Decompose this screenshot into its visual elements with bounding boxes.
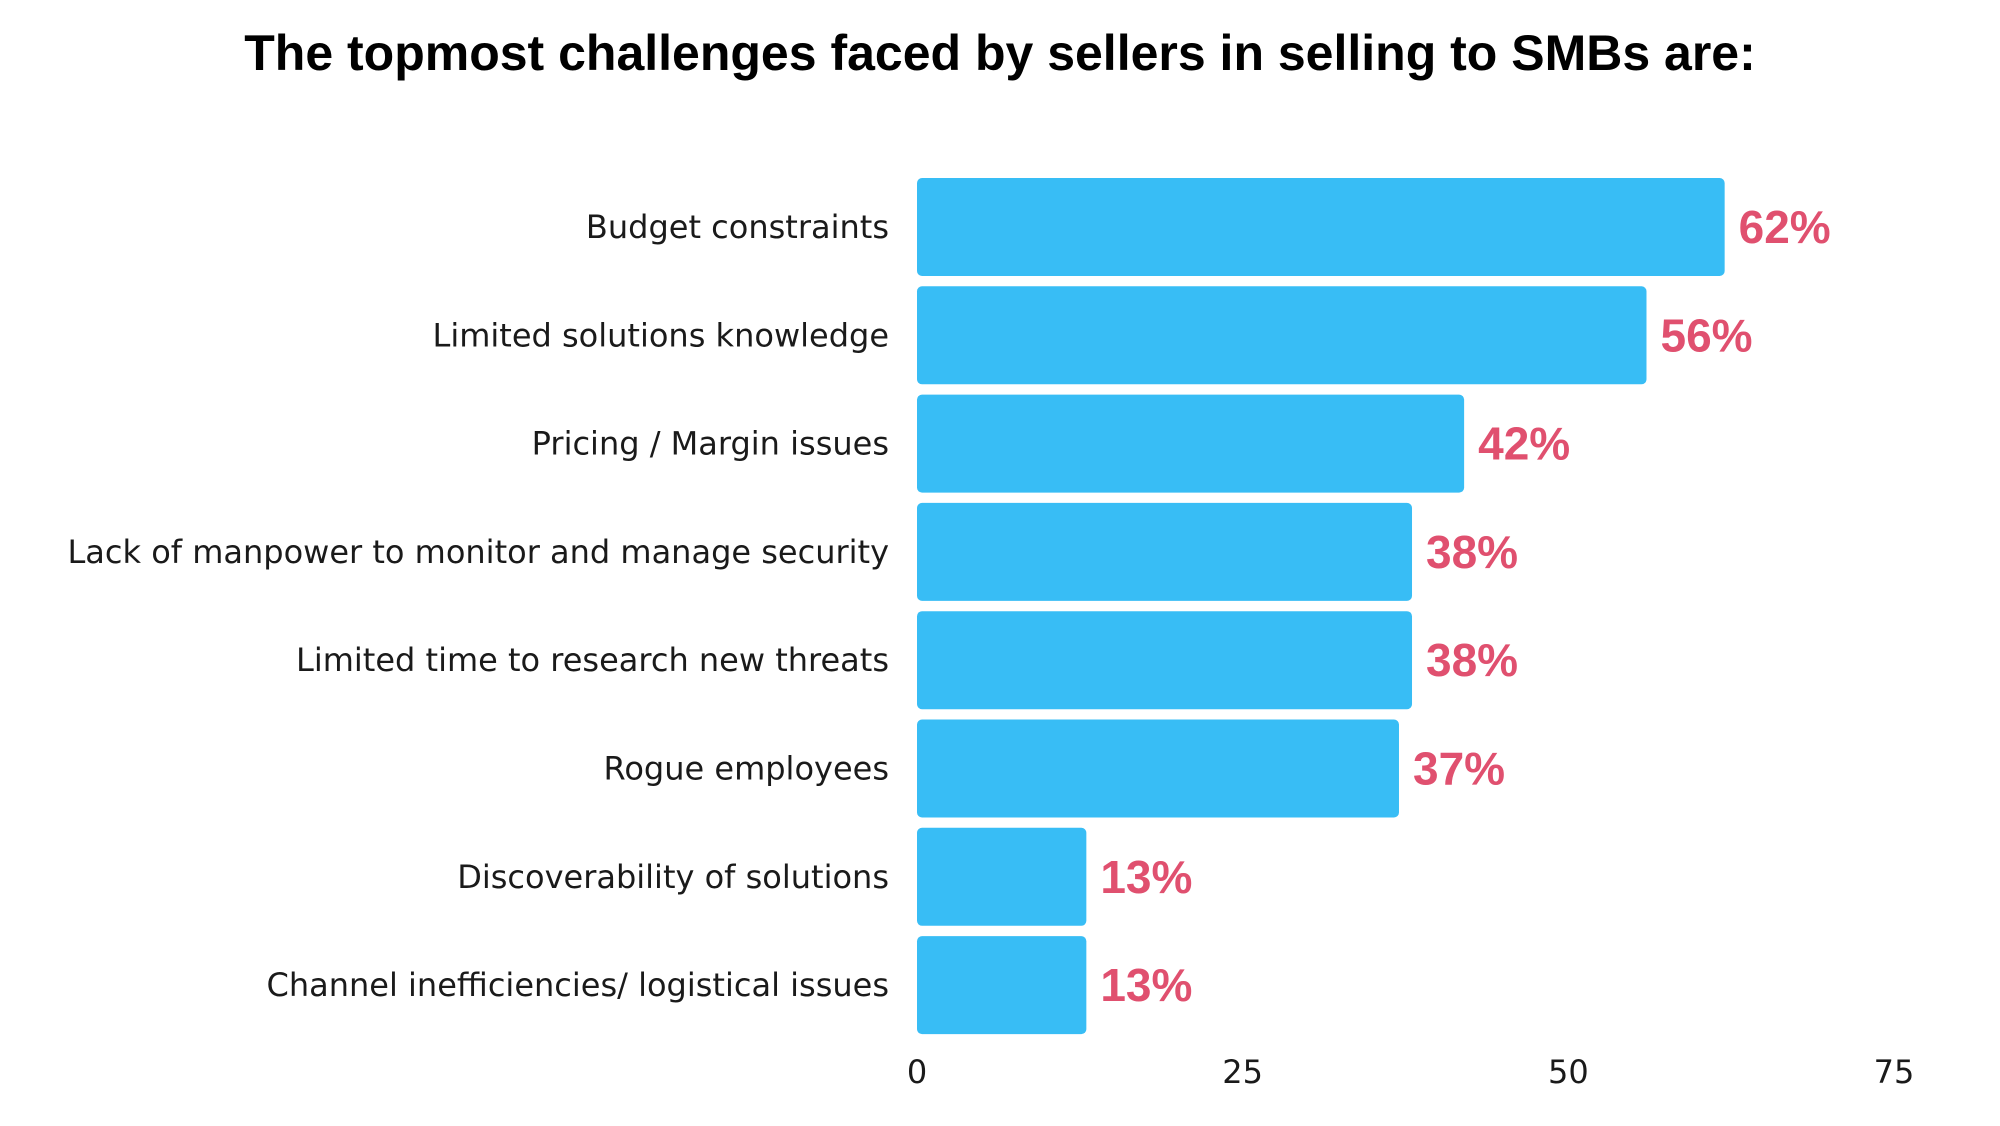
bar bbox=[917, 936, 1087, 1035]
category-label: Budget constraints bbox=[586, 208, 889, 246]
bar bbox=[917, 611, 1413, 710]
category-label: Pricing / Margin issues bbox=[532, 425, 889, 463]
bars-layer: Budget constraints 62% Limited solutions k… bbox=[67, 178, 1831, 1035]
bar bbox=[917, 719, 1399, 818]
value-label: 38% bbox=[1426, 634, 1518, 686]
value-label: 38% bbox=[1426, 526, 1518, 578]
chart-title: The topmost challenges faced by sellers … bbox=[244, 25, 1756, 81]
bar bbox=[917, 502, 1413, 601]
bar bbox=[917, 394, 1465, 493]
category-label: Channel inefficiencies/ logistical issue… bbox=[266, 966, 889, 1004]
value-label: 13% bbox=[1100, 959, 1192, 1011]
x-tick-label: 75 bbox=[1874, 1053, 1915, 1091]
bar bbox=[917, 178, 1725, 276]
category-label: Limited solutions knowledge bbox=[432, 316, 889, 354]
x-tick-label: 50 bbox=[1548, 1053, 1589, 1091]
category-label: Rogue employees bbox=[604, 750, 889, 788]
x-tick-label: 25 bbox=[1222, 1053, 1263, 1091]
value-label: 37% bbox=[1413, 743, 1505, 795]
value-label: 62% bbox=[1739, 201, 1831, 253]
x-tick-label: 0 bbox=[907, 1053, 927, 1091]
category-label: Limited time to research new threats bbox=[296, 641, 889, 679]
bar bbox=[917, 286, 1647, 385]
bar bbox=[917, 827, 1087, 926]
value-label: 56% bbox=[1660, 309, 1752, 361]
value-label: 42% bbox=[1478, 418, 1570, 470]
category-label: Lack of manpower to monitor and manage s… bbox=[67, 533, 889, 571]
category-label: Discoverability of solutions bbox=[457, 858, 889, 896]
x-axis: 0 25 50 75 bbox=[907, 1053, 1915, 1091]
value-label: 13% bbox=[1100, 851, 1192, 903]
